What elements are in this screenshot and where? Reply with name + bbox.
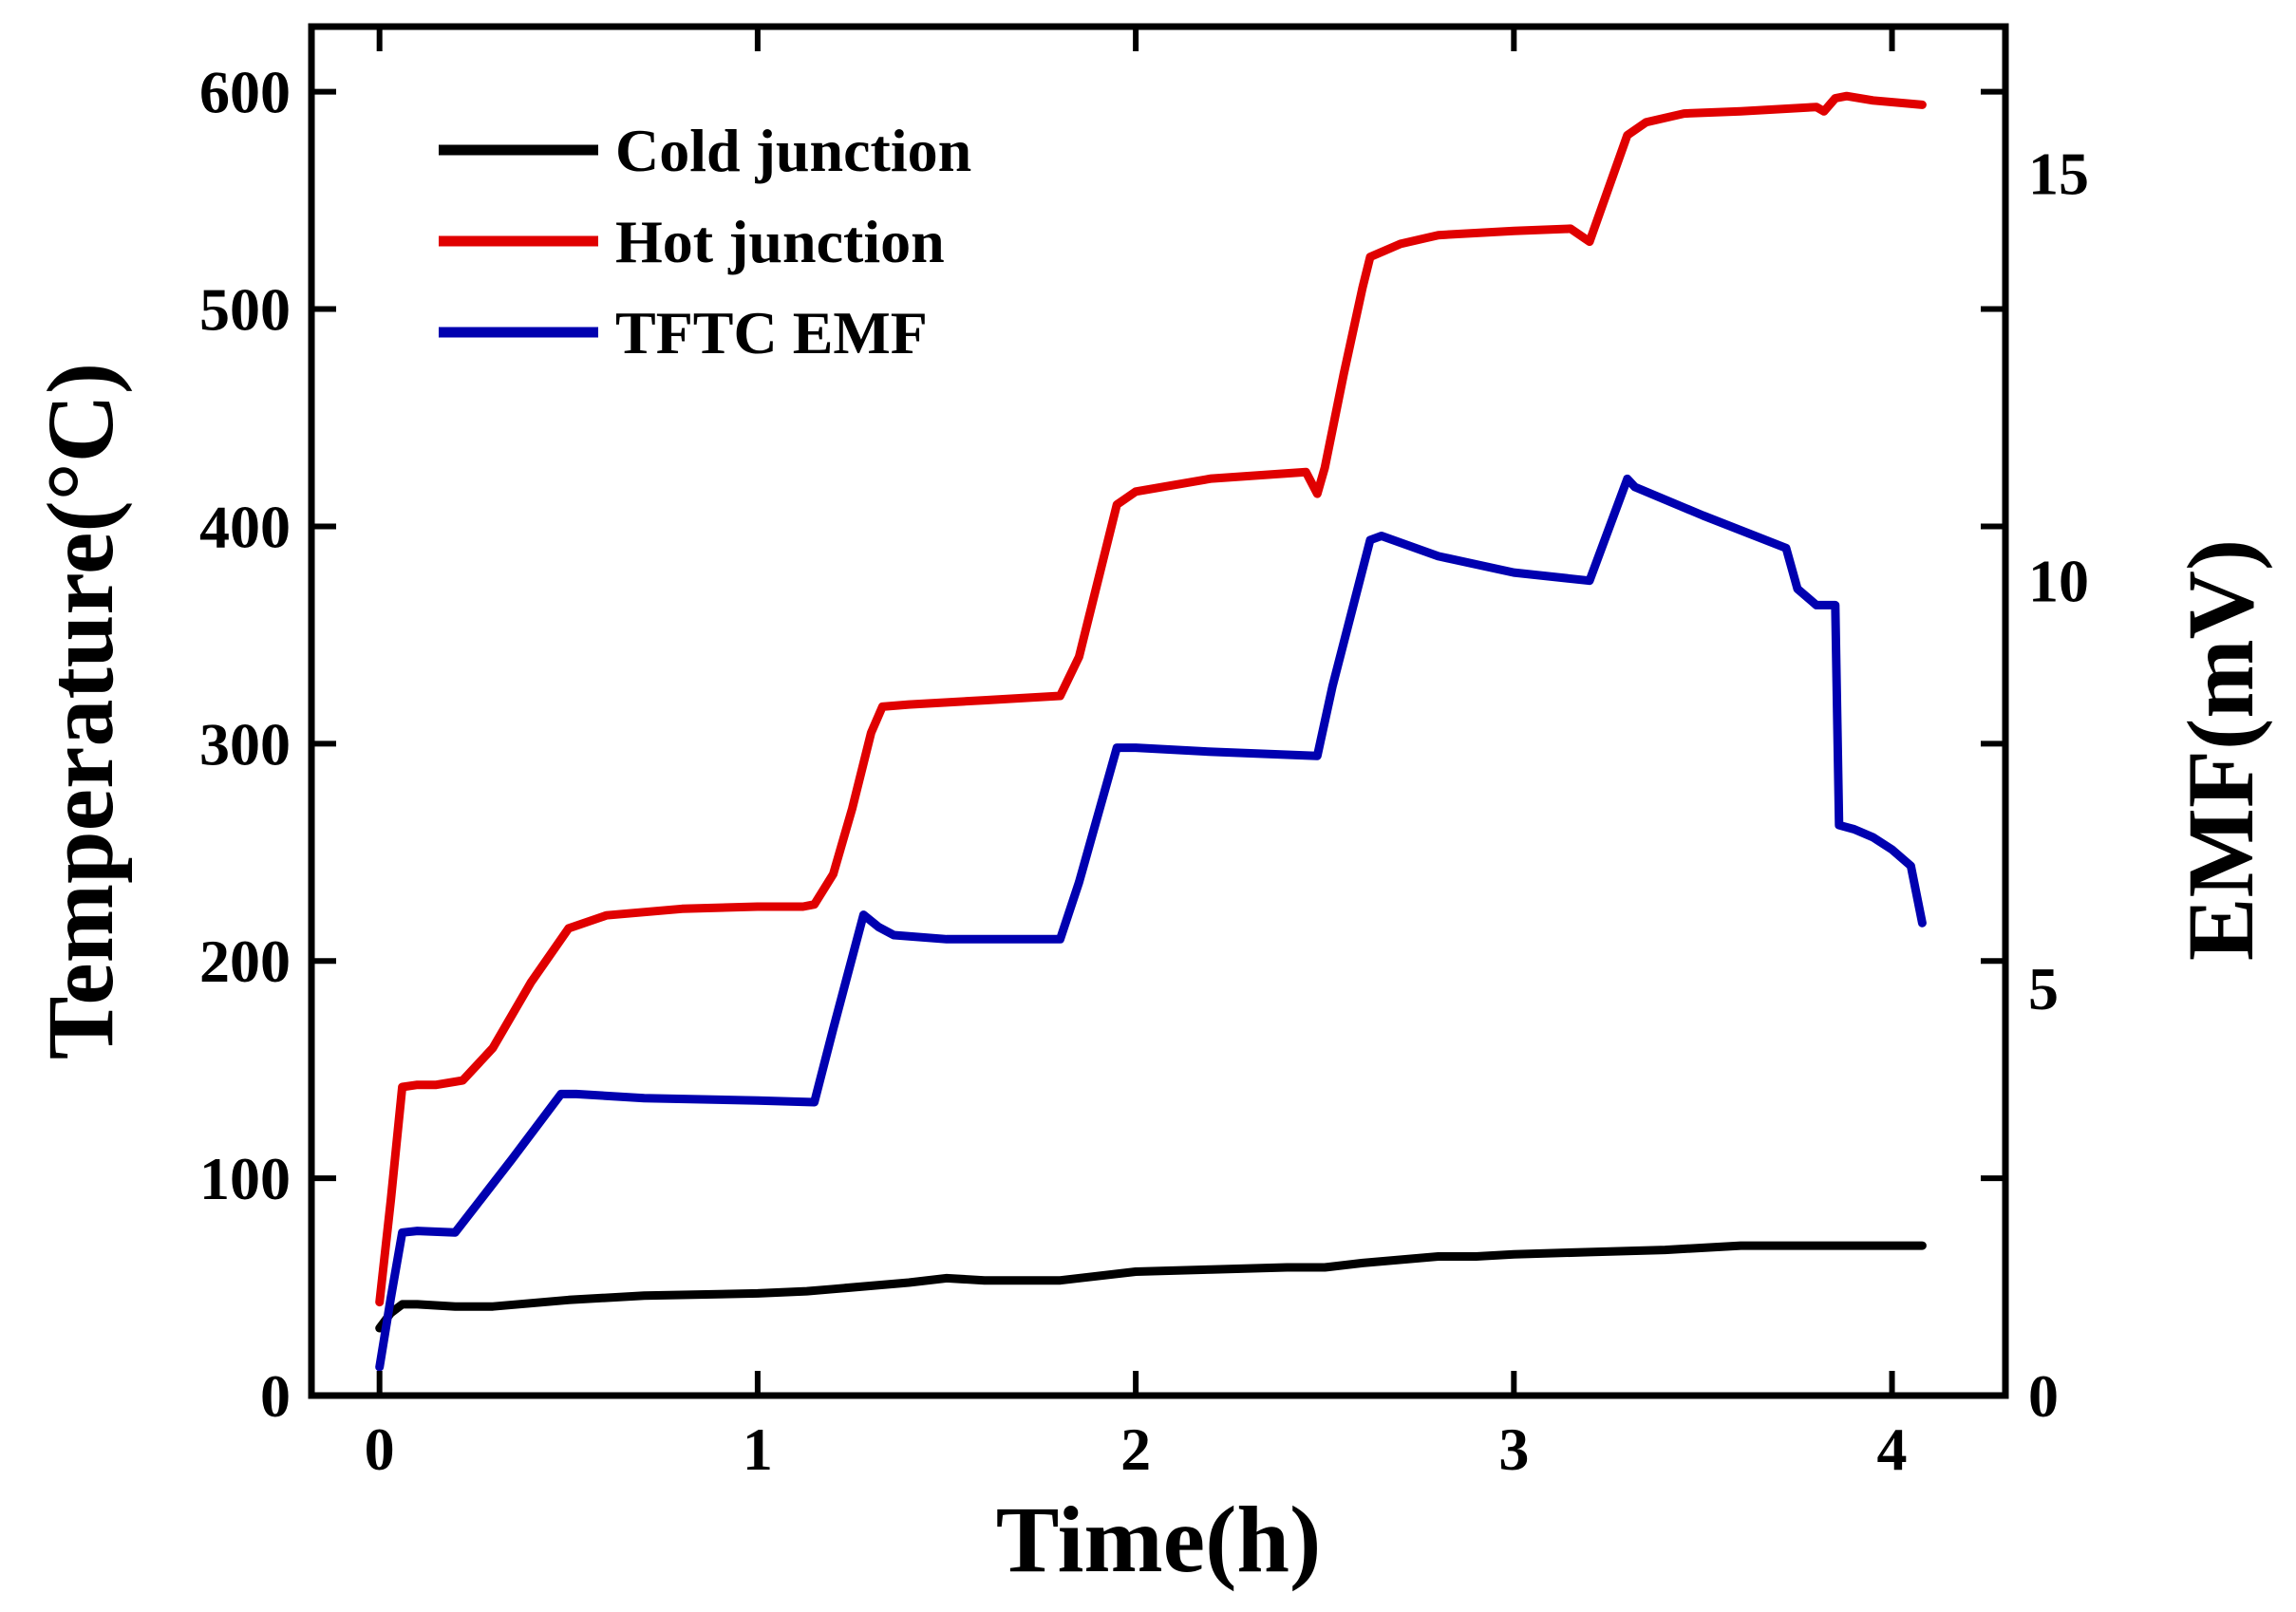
y-tick-label-left: 300 [199, 710, 291, 778]
y-tick-label-left: 0 [260, 1362, 291, 1430]
y-tick-label-left: 600 [199, 59, 291, 126]
series-line-tftc-emf [375, 474, 1927, 1372]
y-axis-title-left: Temperature(°C) [28, 363, 133, 1059]
y-tick-label-left: 100 [199, 1145, 291, 1212]
plot-frame [308, 23, 2009, 1399]
x-tick-label: 3 [1498, 1415, 1529, 1483]
x-tick-label: 0 [365, 1415, 395, 1483]
y-axis-title-right: EMF(mV) [2168, 539, 2273, 961]
series-line-cold-junction [375, 1241, 1927, 1333]
y-tick-label-right: 0 [2028, 1362, 2059, 1430]
ticks-layer: 0 1 2 3 4 0 100 200 300 400 500 600 0 5 10 15 [199, 27, 2089, 1483]
series-line-hot-junction [375, 91, 1927, 1307]
legend-label-tftc-emf: TFTC EMF [615, 299, 928, 366]
x-axis-title: Time(h) [996, 1487, 1322, 1592]
y-tick-label-right: 10 [2028, 548, 2089, 615]
legend-label-cold-junction: Cold junction [615, 117, 971, 184]
x-tick-label: 2 [1120, 1415, 1151, 1483]
y-tick-label-right: 5 [2028, 955, 2059, 1022]
x-tick-label: 1 [743, 1415, 773, 1483]
y-tick-label-left: 500 [199, 276, 291, 344]
series-layer [375, 91, 1927, 1372]
legend: Cold junction Hot junction TFTC EMF [439, 117, 971, 366]
y-tick-label-right: 15 [2028, 141, 2089, 208]
x-tick-label: 4 [1877, 1415, 1908, 1483]
y-tick-label-left: 200 [199, 928, 291, 995]
legend-label-hot-junction: Hot junction [615, 208, 945, 275]
y-tick-label-left: 400 [199, 493, 291, 560]
